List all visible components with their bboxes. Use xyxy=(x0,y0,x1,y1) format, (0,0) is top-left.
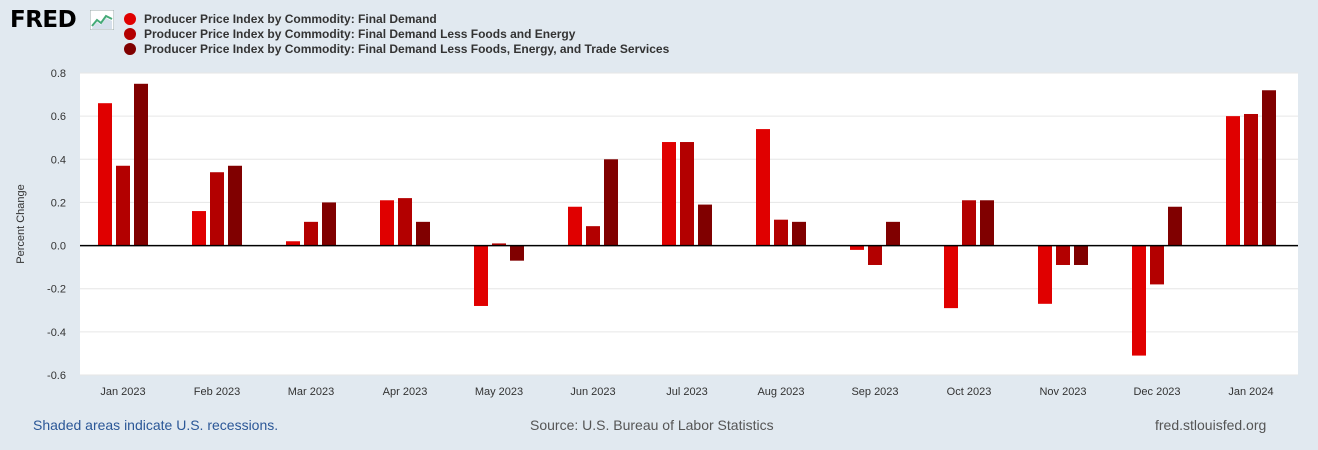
bar[interactable] xyxy=(774,219,788,246)
bar[interactable] xyxy=(134,83,148,246)
y-tick-label: -0.4 xyxy=(47,327,66,339)
x-tick-label: Feb 2023 xyxy=(194,386,240,398)
bar[interactable] xyxy=(680,142,694,246)
bar[interactable] xyxy=(586,226,600,246)
bar[interactable] xyxy=(228,165,242,246)
fred-logo[interactable]: FRED xyxy=(10,7,77,33)
bar[interactable] xyxy=(492,243,506,246)
bar[interactable] xyxy=(568,206,582,246)
y-tick-label: 0.0 xyxy=(51,241,66,253)
x-tick-label: Nov 2023 xyxy=(1039,386,1086,398)
x-tick-label: Oct 2023 xyxy=(947,386,992,398)
bar[interactable] xyxy=(322,202,336,246)
x-tick-label: Apr 2023 xyxy=(383,386,428,398)
bar[interactable] xyxy=(962,200,976,246)
y-tick-label: 0.2 xyxy=(51,197,66,209)
x-tick-label: May 2023 xyxy=(475,386,523,398)
bar[interactable] xyxy=(698,204,712,246)
bar[interactable] xyxy=(116,165,130,246)
bar[interactable] xyxy=(1226,116,1240,246)
legend-swatch xyxy=(124,27,136,40)
bar[interactable] xyxy=(1168,206,1182,246)
bar[interactable] xyxy=(1244,113,1258,246)
bar[interactable] xyxy=(662,142,676,246)
recessions-note: Shaded areas indicate U.S. recessions. xyxy=(33,417,279,433)
bar[interactable] xyxy=(756,129,770,246)
bar[interactable] xyxy=(98,103,112,246)
x-tick-label: Jun 2023 xyxy=(570,386,615,398)
bar[interactable] xyxy=(416,221,430,246)
bar[interactable] xyxy=(474,245,488,306)
y-axis-label: Percent Change xyxy=(15,184,27,264)
legend-swatch xyxy=(124,12,136,25)
bar[interactable] xyxy=(398,198,412,246)
x-tick-label: Aug 2023 xyxy=(757,386,804,398)
x-tick-label: Jan 2024 xyxy=(1228,386,1273,398)
bar[interactable] xyxy=(792,221,806,246)
legend-label: Producer Price Index by Commodity: Final… xyxy=(144,26,576,41)
chart-legend: Producer Price Index by Commodity: Final… xyxy=(124,11,669,56)
legend-label: Producer Price Index by Commodity: Final… xyxy=(144,41,670,56)
bar[interactable] xyxy=(510,245,524,261)
y-tick-label: 0.8 xyxy=(51,68,66,80)
source-note: Source: U.S. Bureau of Labor Statistics xyxy=(530,417,774,433)
x-tick-label: Dec 2023 xyxy=(1133,386,1180,398)
bar[interactable] xyxy=(886,221,900,246)
bar[interactable] xyxy=(1074,245,1088,265)
bar[interactable] xyxy=(980,200,994,246)
bar[interactable] xyxy=(944,245,958,309)
fred-chart-icon xyxy=(90,10,114,30)
site-link[interactable]: fred.stlouisfed.org xyxy=(1155,417,1267,433)
bar[interactable] xyxy=(1038,245,1052,304)
legend-swatch xyxy=(124,42,136,55)
bar[interactable] xyxy=(304,221,318,246)
y-tick-label: 0.4 xyxy=(51,154,66,166)
bar[interactable] xyxy=(850,245,864,250)
x-tick-label: Jul 2023 xyxy=(666,386,708,398)
bar[interactable] xyxy=(286,241,300,246)
y-tick-label: -0.6 xyxy=(47,370,66,382)
bar[interactable] xyxy=(1262,90,1276,246)
legend-item-less-foods-energy-trade[interactable]: Producer Price Index by Commodity: Final… xyxy=(124,41,669,56)
y-tick-label: -0.2 xyxy=(47,284,66,296)
y-tick-label: 0.6 xyxy=(51,111,66,123)
legend-item-final-demand[interactable]: Producer Price Index by Commodity: Final… xyxy=(124,11,669,26)
bar[interactable] xyxy=(868,245,882,265)
x-tick-label: Sep 2023 xyxy=(851,386,898,398)
bar[interactable] xyxy=(1056,245,1070,265)
legend-label: Producer Price Index by Commodity: Final… xyxy=(144,11,437,26)
x-tick-label: Mar 2023 xyxy=(288,386,334,398)
bar[interactable] xyxy=(210,172,224,246)
bar[interactable] xyxy=(192,211,206,246)
x-tick-label: Jan 2023 xyxy=(100,386,145,398)
bar[interactable] xyxy=(1150,245,1164,285)
bar[interactable] xyxy=(380,200,394,246)
legend-item-less-foods-energy[interactable]: Producer Price Index by Commodity: Final… xyxy=(124,26,669,41)
bar[interactable] xyxy=(604,159,618,246)
bar[interactable] xyxy=(1132,245,1146,356)
